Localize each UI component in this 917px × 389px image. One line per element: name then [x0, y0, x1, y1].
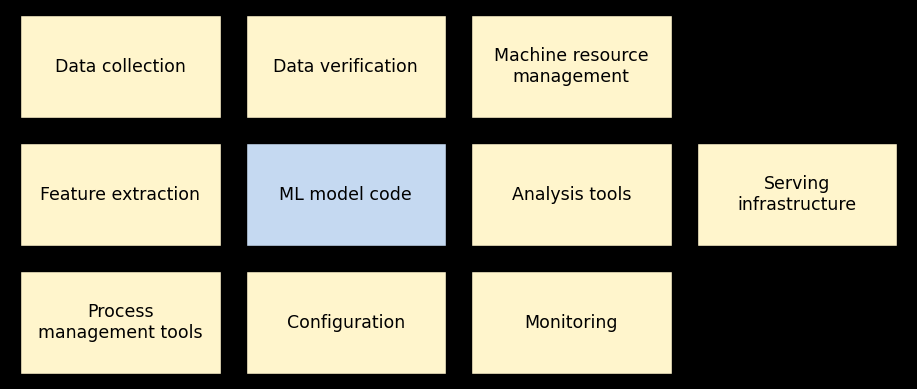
Text: Data verification: Data verification — [273, 58, 418, 75]
Text: Monitoring: Monitoring — [525, 314, 618, 331]
FancyBboxPatch shape — [471, 271, 671, 374]
FancyBboxPatch shape — [471, 15, 671, 118]
Text: Process
management tools: Process management tools — [38, 303, 203, 342]
FancyBboxPatch shape — [697, 143, 897, 246]
Text: Serving
infrastructure: Serving infrastructure — [737, 175, 856, 214]
Text: Machine resource
management: Machine resource management — [494, 47, 648, 86]
Text: Feature extraction: Feature extraction — [40, 186, 200, 203]
FancyBboxPatch shape — [246, 271, 446, 374]
FancyBboxPatch shape — [246, 143, 446, 246]
FancyBboxPatch shape — [471, 143, 671, 246]
FancyBboxPatch shape — [20, 15, 220, 118]
Text: Data collection: Data collection — [55, 58, 185, 75]
Text: Configuration: Configuration — [287, 314, 405, 331]
Text: ML model code: ML model code — [280, 186, 412, 203]
FancyBboxPatch shape — [20, 143, 220, 246]
FancyBboxPatch shape — [20, 271, 220, 374]
Text: Analysis tools: Analysis tools — [512, 186, 631, 203]
FancyBboxPatch shape — [246, 15, 446, 118]
